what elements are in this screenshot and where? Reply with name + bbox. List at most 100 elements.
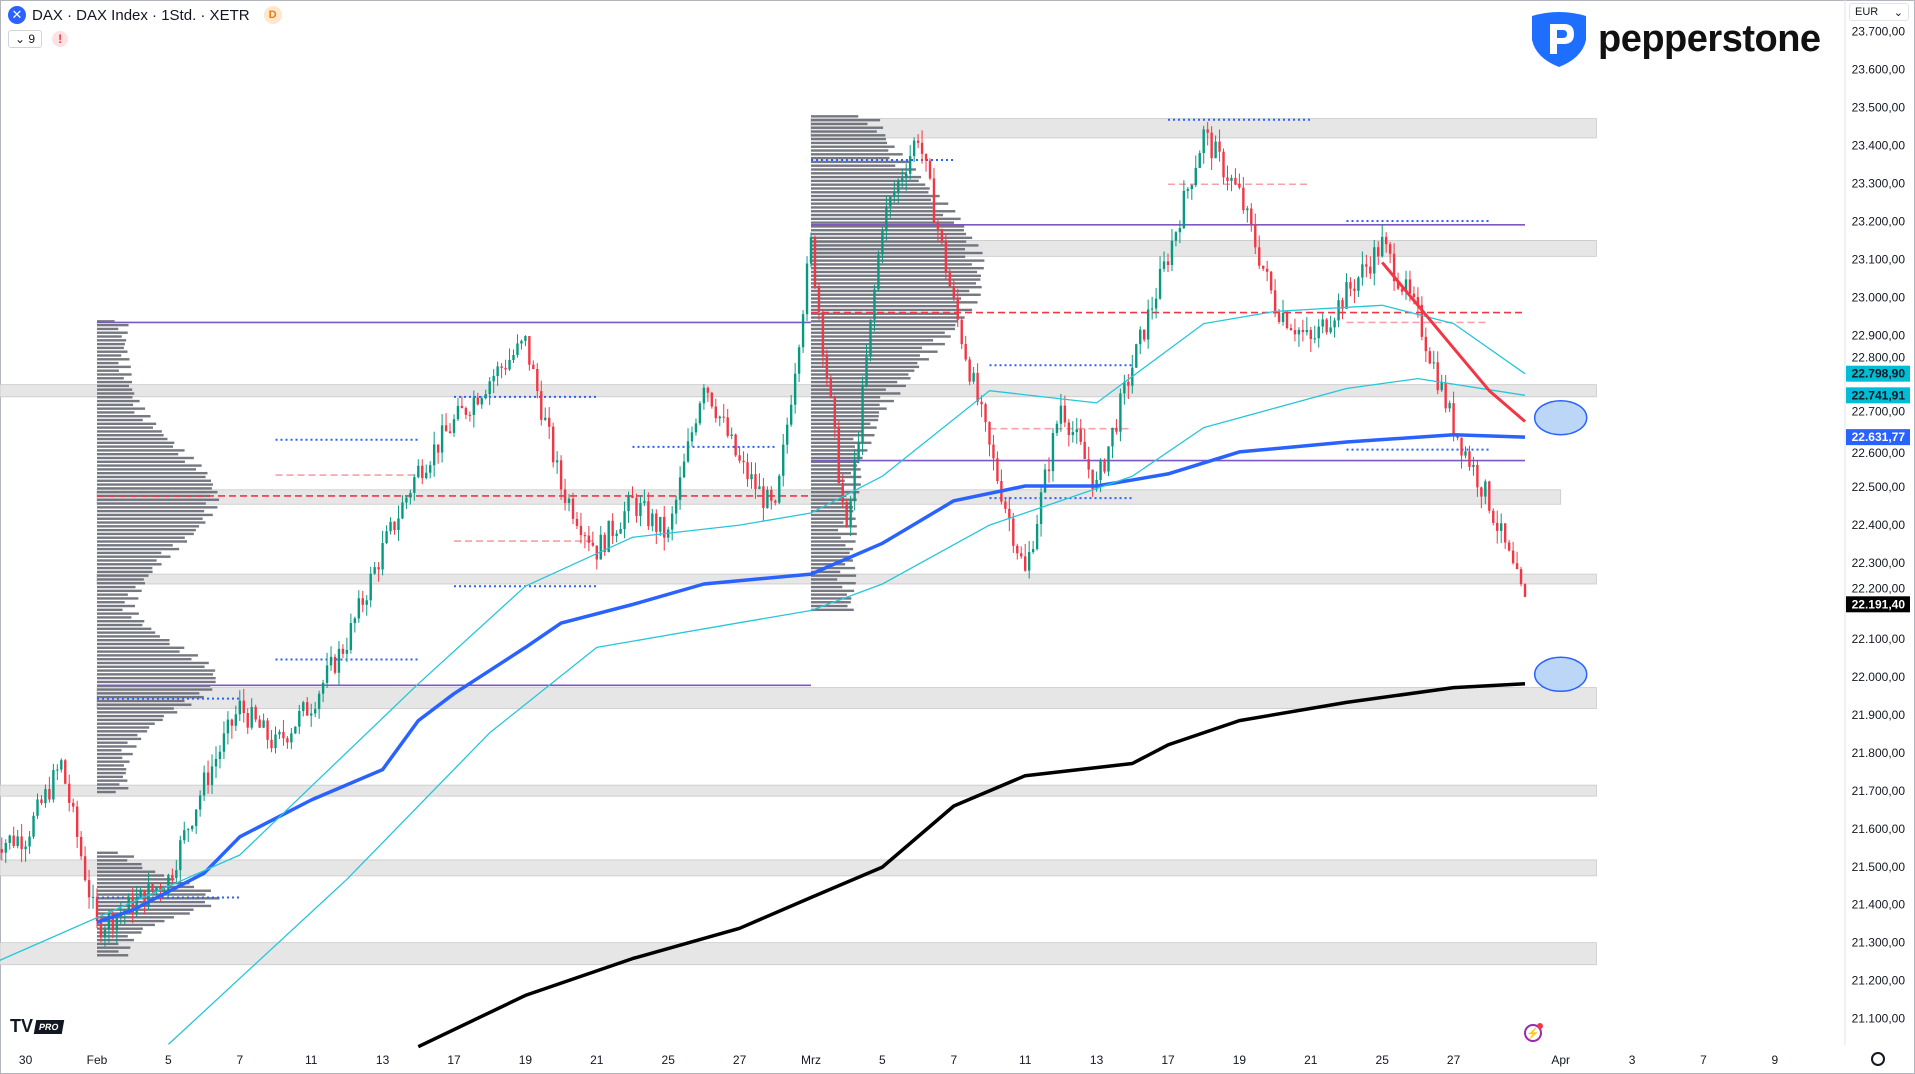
candle-body <box>266 720 269 740</box>
settings-gear-icon[interactable] <box>1871 1052 1885 1066</box>
candle-body <box>1091 469 1094 490</box>
candle-body <box>1174 232 1178 241</box>
indicators-toggle-button[interactable]: ⌄ 9 <box>8 30 43 48</box>
volume-profile-bar <box>811 547 854 551</box>
volume-profile-bar <box>97 722 155 725</box>
candle-body <box>762 486 765 509</box>
volume-profile-bar <box>811 396 881 399</box>
volume-profile-bar <box>811 251 983 255</box>
candle-body <box>413 477 416 493</box>
price-label-badge <box>1846 387 1910 404</box>
candle-body <box>171 874 174 878</box>
candle-body <box>1107 446 1110 472</box>
volume-profile-bar <box>811 373 909 376</box>
lightning-icon[interactable]: ⚡ <box>1524 1023 1543 1042</box>
volume-profile-bar <box>97 665 205 668</box>
volume-profile-bar <box>97 699 185 703</box>
volume-profile-bar <box>811 164 896 167</box>
delayed-badge[interactable]: D <box>263 6 282 24</box>
candle-body <box>1162 261 1166 269</box>
volume-profile-bar <box>811 221 955 224</box>
price-axis[interactable]: 23.700,00 23.600,00 23.500,00 23.400,00 23.3… <box>1846 25 1910 1026</box>
candle-body <box>1246 208 1249 211</box>
candle-body <box>1396 281 1400 289</box>
tradingview-logo[interactable]: TV PRO <box>10 1016 64 1037</box>
target-ellipse-marker <box>1533 399 1588 436</box>
candle-body <box>476 397 479 405</box>
volume-profile-bar <box>811 361 918 365</box>
candle-body <box>36 799 39 816</box>
volume-profile-bar <box>97 547 180 551</box>
candle-body <box>1166 261 1170 265</box>
volume-profile-bar <box>97 506 218 509</box>
candle-body <box>1313 338 1316 340</box>
candle-body <box>607 520 610 553</box>
volume-profile-bar <box>811 118 881 122</box>
volume-profile-bar <box>811 608 854 612</box>
candle-body <box>167 874 170 891</box>
candle-body <box>1190 185 1193 190</box>
symbol-legend[interactable]: ✕ DAX · DAX Index · 1Std. · XETR D <box>8 6 282 24</box>
volume-profile-bar <box>97 449 185 452</box>
volume-profile-bar <box>97 623 143 627</box>
volume-profile-bar <box>97 874 165 877</box>
volume-profile-bar <box>97 862 142 866</box>
candle-body <box>1182 190 1186 229</box>
price-tick-label: 22.500,00 <box>1852 480 1906 494</box>
candle-body <box>1432 362 1435 364</box>
candle-body <box>214 759 218 767</box>
time-tick-label: Mrz <box>801 1053 821 1067</box>
volume-profile-bar <box>811 498 857 501</box>
candle-body <box>1341 300 1344 309</box>
volume-profile-bar <box>97 323 129 327</box>
volume-profile-bar <box>97 350 128 353</box>
candle-body <box>210 766 214 785</box>
volume-profile-bar <box>811 418 879 422</box>
candle-body <box>1051 433 1055 472</box>
candle-body <box>793 373 797 405</box>
candle-body <box>361 598 364 605</box>
candle-body <box>1258 247 1261 266</box>
symbol-title[interactable]: DAX · DAX Index · 1Std. · XETR <box>32 6 250 24</box>
volume-profile-bar <box>811 335 951 338</box>
candle-body <box>698 403 702 424</box>
candle-body <box>1087 459 1090 470</box>
candle-body <box>670 513 674 530</box>
time-tick-label: 30 <box>19 1053 33 1067</box>
volume-profile-bar <box>97 733 138 737</box>
volume-profile-bar <box>811 517 856 520</box>
candle-body <box>873 289 876 320</box>
candle-body <box>579 525 583 536</box>
volume-profile-bar <box>811 323 956 327</box>
warning-badge[interactable]: ! <box>52 31 69 47</box>
volume-profile-bar <box>811 149 889 152</box>
candle-body <box>1139 329 1142 345</box>
levels-layer <box>97 118 1525 899</box>
currency-selector[interactable]: EUR ⌄ <box>1849 3 1909 21</box>
notification-dot <box>1537 1023 1543 1029</box>
candle-body <box>575 518 579 526</box>
volume-profile-bar <box>97 760 130 763</box>
chevron-down-icon: ⌄ <box>15 32 29 46</box>
candle-body <box>1150 308 1154 310</box>
candle-body <box>1404 279 1408 292</box>
candle-body <box>647 501 650 527</box>
volume-profile-bar <box>811 475 862 479</box>
candle-body <box>1515 563 1519 570</box>
volume-profile-bar <box>97 578 144 581</box>
candle-body <box>1238 183 1241 188</box>
markers-layer <box>1533 399 1588 693</box>
candle-body <box>889 196 892 207</box>
price-tick-label: 22.000,00 <box>1852 670 1906 684</box>
volume-profile-bar <box>97 411 135 414</box>
candle-body <box>1250 208 1253 225</box>
candle-body <box>718 416 721 419</box>
candle-body <box>1222 151 1225 178</box>
volume-profile-bar <box>97 559 157 562</box>
candle-body <box>452 419 456 433</box>
target-ellipse-marker <box>1533 656 1588 693</box>
volume-profile-bar <box>811 566 856 570</box>
time-axis[interactable]: 30 Feb 5 7 11 13 17 19 21 25 27 Mrz 5 7 11 13 17 19 21 25 27… <box>19 1053 1779 1067</box>
volume-profile-bar <box>97 384 129 388</box>
